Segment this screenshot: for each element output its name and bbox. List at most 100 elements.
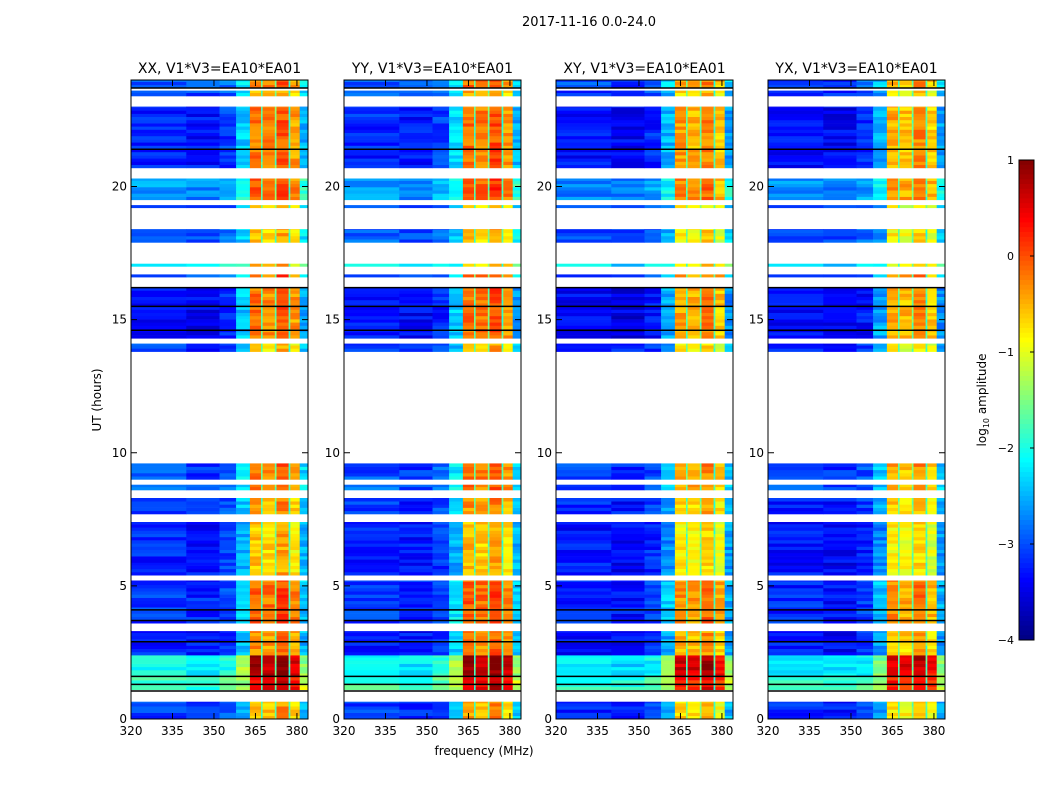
heatmap-cell: [490, 531, 503, 535]
heatmap-cell: [186, 680, 220, 684]
heatmap-cell: [611, 543, 645, 547]
heatmap-cell: [556, 559, 612, 563]
heatmap-cell: [688, 158, 701, 162]
heatmap-cell: [449, 239, 463, 243]
heatmap-cell: [675, 158, 686, 162]
heatmap-cell: [715, 652, 725, 656]
heatmap-cell: [645, 332, 662, 336]
heatmap-cell: [688, 633, 701, 637]
heatmap-cell: [236, 82, 250, 86]
heatmap-cell: [675, 463, 686, 467]
heatmap-cell: [131, 344, 187, 346]
heatmap-cell: [220, 300, 237, 304]
heatmap-cell: [263, 326, 276, 330]
heatmap-cell: [131, 297, 187, 301]
heatmap-cell: [433, 664, 450, 668]
heatmap-cell: [476, 664, 489, 668]
heatmap-cell: [300, 660, 309, 664]
heatmap-cell: [186, 664, 220, 668]
heatmap-cell: [688, 152, 701, 156]
heatmap-cell: [490, 664, 503, 668]
heatmap-cell: [675, 126, 686, 130]
heatmap-cell: [503, 233, 513, 237]
heatmap-cell: [463, 649, 474, 653]
heatmap-cell: [513, 190, 522, 194]
heatmap-cell: [131, 524, 187, 528]
heatmap-cell: [556, 463, 612, 467]
heatmap-cell: [449, 572, 463, 576]
heatmap-cell: [300, 114, 309, 118]
heatmap-cell: [344, 233, 400, 237]
heatmap-cell: [399, 123, 433, 127]
heatmap-cell: [645, 264, 662, 267]
heatmap-cell: [186, 687, 220, 691]
heatmap-cell: [250, 566, 261, 570]
heatmap-cell: [503, 93, 513, 97]
heatmap-cell: [131, 130, 187, 134]
heatmap-cell: [688, 646, 701, 650]
heatmap-cell: [236, 184, 250, 188]
heatmap-cell: [290, 152, 300, 156]
heatmap-cell: [715, 582, 725, 586]
heatmap-cell: [503, 702, 513, 704]
heatmap-cell: [131, 179, 187, 181]
heatmap-cell: [449, 467, 463, 471]
heatmap-cell: [449, 117, 463, 121]
heatmap-cell: [556, 162, 612, 166]
heatmap-cell: [399, 680, 433, 684]
heatmap-cell: [675, 588, 686, 592]
heatmap-cell: [768, 660, 824, 664]
heatmap-cell: [490, 332, 503, 336]
heatmap-cell: [344, 524, 400, 528]
heatmap-cell: [344, 543, 400, 547]
heatmap-cell: [661, 487, 675, 491]
heatmap-cell: [900, 706, 913, 710]
heatmap-cell: [300, 543, 309, 547]
heatmap-cell: [645, 110, 662, 114]
heatmap-cell: [611, 120, 645, 124]
heatmap-cell: [937, 664, 946, 668]
heatmap-cell: [131, 572, 187, 576]
heatmap-cell: [220, 636, 237, 640]
y-tick-label: 0: [544, 712, 552, 726]
heatmap-cell: [688, 470, 701, 474]
heatmap-cell: [688, 236, 701, 240]
heatmap-cell: [300, 136, 309, 140]
heatmap-cell: [513, 467, 522, 471]
heatmap-cell: [725, 107, 734, 111]
heatmap-cell: [220, 348, 237, 352]
heatmap-cell: [300, 556, 309, 560]
heatmap-cell: [611, 139, 645, 143]
heatmap-cell: [645, 636, 662, 640]
heatmap-cell: [688, 566, 701, 570]
heatmap-cell: [490, 190, 503, 194]
heatmap-cell: [645, 709, 662, 713]
heatmap-cell: [688, 553, 701, 557]
heatmap-cell: [290, 155, 300, 159]
heatmap-cell: [290, 610, 300, 614]
heatmap-cell: [702, 504, 715, 508]
heatmap-cell: [914, 657, 927, 661]
heatmap-cell: [300, 193, 309, 197]
heatmap-cell: [914, 713, 927, 717]
heatmap-cell: [556, 642, 612, 646]
heatmap-cell: [250, 332, 261, 336]
heatmap-cell: [661, 133, 675, 137]
heatmap-cell: [611, 107, 645, 108]
heatmap-cell: [263, 598, 276, 602]
heatmap-cell: [611, 601, 645, 605]
heatmap-cell: [661, 646, 675, 650]
heatmap-cell: [725, 667, 734, 671]
heatmap-cell: [300, 534, 309, 538]
heatmap-cell: [476, 332, 489, 336]
heatmap-cell: [344, 107, 400, 108]
heatmap-cell: [344, 130, 400, 134]
heatmap-cell: [186, 527, 220, 531]
heatmap-cell: [513, 498, 522, 502]
heatmap-cell: [250, 290, 261, 294]
heatmap-cell: [236, 508, 250, 512]
heatmap-cell: [449, 162, 463, 166]
heatmap-cell: [715, 511, 725, 515]
heatmap-cell: [290, 187, 300, 191]
heatmap-cell: [277, 162, 290, 166]
